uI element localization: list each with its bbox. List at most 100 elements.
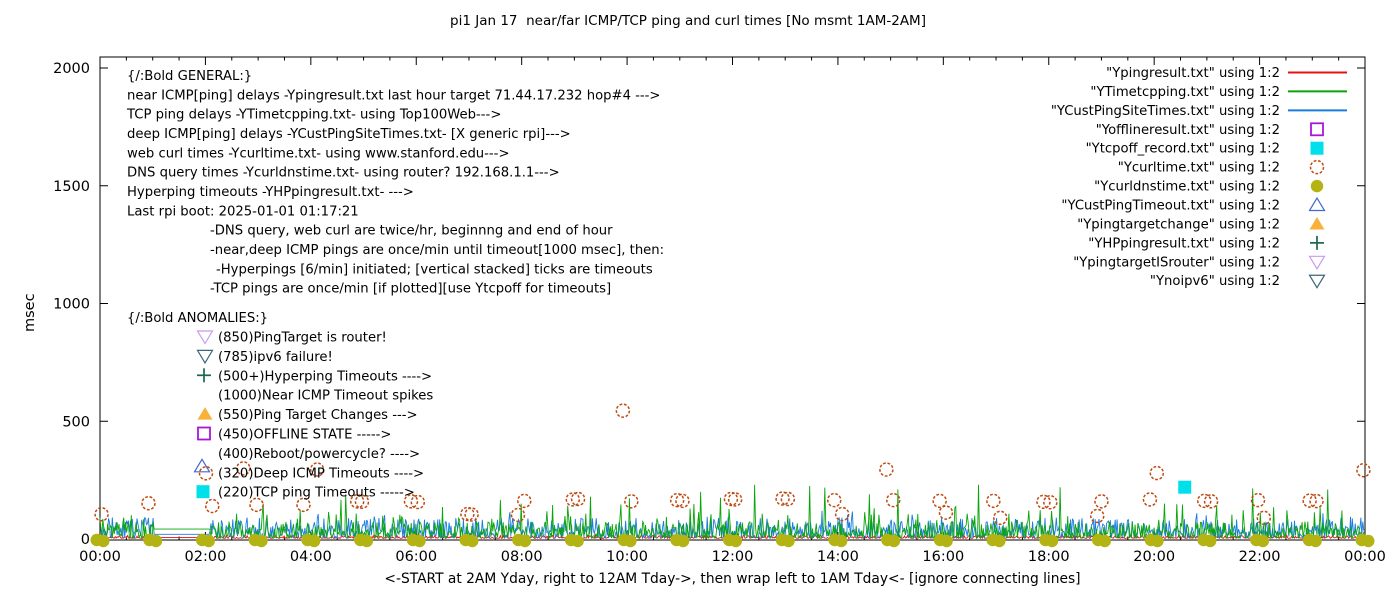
series-points-ycurltime-txt (826, 492, 842, 508)
x-tick-label: 18:00 (1028, 549, 1070, 565)
anomaly-label: (1000)Near ICMP Timeout spikes (218, 389, 433, 404)
series-points-ycurltime-txt (1250, 492, 1266, 508)
series-points-ycurltime-txt (993, 510, 1008, 526)
series-points-ycurldnstime-txt (782, 534, 795, 548)
series-points-ycurldnstime-txt (1045, 534, 1059, 548)
legend-entry-label: "Ypingresult.txt" using 1:2 (1106, 66, 1280, 81)
series-points-ycurltime-txt (249, 497, 264, 513)
series-line-ytimetcpping-txt (99, 484, 1365, 540)
notes-general-indent-line: -Hyperpings [6/min] initiated; [vertical… (216, 262, 653, 277)
legend-sample-marker (1310, 179, 1324, 193)
anomaly-label: (450)OFFLINE STATE -----> (218, 428, 391, 443)
series-points-ycurltime-txt (1094, 494, 1109, 509)
series-points-ycurldnstime-txt (571, 534, 584, 548)
legend-entry-label: "Ytcpoff_record.txt" using 1:2 (1086, 142, 1280, 157)
series-points-ycurltime-txt (1142, 492, 1158, 507)
notes-general-line: near ICMP[ping] delays -Ypingresult.txt … (127, 88, 661, 103)
legend-entry-label: "YpingtargetISrouter" using 1:2 (1073, 255, 1280, 270)
series-points-ycurldnstime-txt (360, 534, 374, 548)
series-points-ycurltime-txt (986, 493, 1001, 509)
x-tick-label: 02:00 (185, 549, 227, 565)
series-points-ycurltime-txt (780, 491, 796, 507)
series-points-ycurltime-txt (236, 461, 251, 476)
anomaly-label: (500+)Hyperping Timeouts ----> (218, 369, 432, 384)
series-points-ycurltime-txt (1196, 493, 1212, 509)
notes-general-line: web curl times -Ycurltime.txt- using www… (127, 146, 510, 161)
legend-sample-marker (1308, 196, 1326, 212)
series-points-ycurldnstime-txt (1151, 534, 1164, 548)
anomaly-marker (193, 458, 211, 473)
series-points-ycurltime-txt (1356, 462, 1371, 478)
series-points-ycurltime-txt (410, 494, 426, 510)
x-tick-label: 04:00 (290, 549, 332, 565)
series-points-ycurldnstime-txt (993, 534, 1006, 548)
notes-anomalies-header: {/:Bold ANOMALIES:} (127, 311, 268, 326)
series-points-ycurldnstime-txt (676, 534, 690, 548)
notes-general-line: DNS query times -Ycurldnstime.txt- using… (127, 166, 560, 181)
series-points-ycurltime-txt (1203, 494, 1219, 509)
series-points-ycurltime-txt (403, 494, 419, 509)
anomaly-marker (197, 426, 211, 441)
series-points-ycurldnstime-txt (940, 534, 953, 548)
anomaly-label: (320)Deep ICMP Timeouts ----> (218, 466, 424, 481)
series-points-ycurldnstime-txt (1256, 534, 1270, 548)
series-points-ycurltime-txt (1089, 508, 1105, 524)
series-points-ycurltime-txt (1043, 495, 1058, 510)
anomaly-label: (785)ipv6 failure! (218, 350, 333, 365)
series-points-ycurltime-txt (296, 497, 311, 513)
series-points-ycurltime-txt (723, 491, 739, 507)
legend-entry-label: "Ycurldnstime.txt" using 1:2 (1094, 180, 1280, 195)
series-points-ycurldnstime-txt (1362, 534, 1375, 548)
series-points-ycurltime-txt (510, 507, 526, 523)
legend-sample-marker (1309, 216, 1325, 230)
anomaly-marker (196, 330, 214, 345)
x-tick-label: 22:00 (1239, 549, 1281, 565)
series-points-ycurltime-txt (1149, 465, 1165, 481)
notes-general-header: {/:Bold GENERAL:} (127, 69, 252, 84)
series-points-ycurltime-txt (886, 492, 901, 508)
series-points-ycurldnstime-txt (1203, 534, 1217, 548)
notes-general-line: Hyperping timeouts -YHPpingresult.txt- -… (127, 185, 414, 200)
series-points-ycurltime-txt (775, 491, 790, 506)
series-points-ycurldnstime-txt (413, 534, 426, 548)
series-points-ycurldnstime-txt (1309, 534, 1322, 548)
anomaly-label: (850)PingTarget is router! (218, 331, 387, 346)
series-points-ycurldnstime-txt (624, 534, 637, 548)
series-points-ycurldnstime-txt (202, 534, 215, 548)
x-tick-label: 20:00 (1133, 549, 1175, 565)
series-points-ycurltime-txt (624, 494, 639, 509)
series-points-ycurldnstime-txt (887, 534, 901, 548)
legend-entry-label: "Ycurltime.txt" using 1:2 (1118, 161, 1280, 176)
legend-entry-label: "YTimetcpping.txt" using 1:2 (1090, 85, 1280, 100)
notes-general-indent-line: -TCP pings are once/min [if plotted][use… (210, 282, 611, 297)
series-points-ycurldnstime-txt (518, 534, 532, 548)
series-points-ycurldnstime-txt (1098, 534, 1111, 548)
series-points-ycurltime-txt (205, 498, 220, 514)
legend-entry-label: "YCustPingSiteTimes.txt" using 1:2 (1051, 104, 1280, 119)
series-points-ycurltime-txt (1256, 510, 1272, 526)
anomaly-label: (220)TCP ping Timeouts -----> (218, 486, 415, 501)
series-points-ycurltime-txt (932, 493, 947, 509)
series-points-ycurldnstime-txt (307, 534, 321, 548)
legend-entry-label: "Ypingtargetchange" using 1:2 (1077, 217, 1280, 232)
notes-general-indent-line: -near,deep ICMP pings are once/min until… (210, 243, 664, 258)
notes-general-indent-line: -DNS query, web curl are twice/hr, begin… (210, 224, 613, 239)
notes-general-line: TCP ping delays -YTimetcpping.txt- using… (126, 108, 501, 123)
y-tick-label: 1500 (53, 179, 90, 195)
series-points-ycurltime-txt (464, 507, 479, 522)
series-points-ycurldnstime-txt (466, 534, 479, 548)
series-points-ycurltime-txt (675, 493, 690, 509)
series-points-ycurltime-txt (565, 492, 581, 507)
x-tick-label: 08:00 (501, 549, 543, 565)
x-tick-label: 10:00 (606, 549, 648, 565)
anomaly-marker (197, 407, 213, 420)
anomaly-marker (196, 349, 214, 365)
legend-sample-marker (1310, 122, 1324, 137)
series-points-ycurltime-txt (615, 403, 631, 418)
legend-entry-label: "Yofflineresult.txt" using 1:2 (1096, 123, 1280, 138)
legend-entry-label: "YCustPingTimeout.txt" using 1:2 (1061, 199, 1280, 214)
series-points-ycurltime-txt (570, 491, 586, 507)
series-points-ycurltime-txt (1302, 493, 1317, 508)
